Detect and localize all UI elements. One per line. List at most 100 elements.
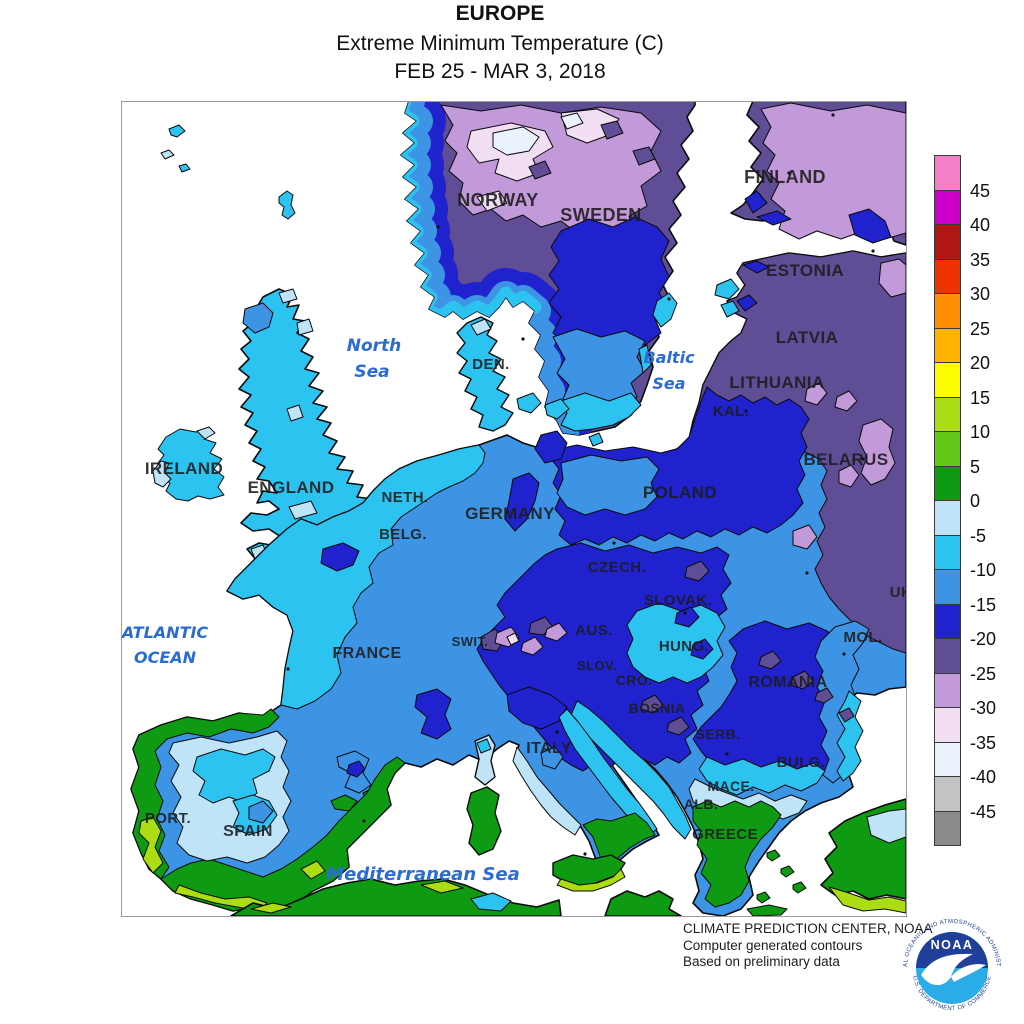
country-labels: NORWAY SWEDEN FINLAND ESTONIA LATVIA LITHUANI… bbox=[145, 167, 906, 843]
map-label-port: PORT. bbox=[145, 810, 191, 827]
map-label-poland: POLAND bbox=[643, 483, 717, 502]
legend-swatch bbox=[934, 603, 961, 639]
legend-tick-label: 35 bbox=[970, 249, 991, 270]
map-label-germany: GERMANY bbox=[465, 504, 555, 523]
legend-tick-label: -35 bbox=[970, 732, 997, 753]
map-label-italy: ITALY bbox=[526, 740, 572, 757]
page-subtitle: Extreme Minimum Temperature (C) bbox=[336, 32, 664, 55]
map-label-lithuania: LITHUANIA bbox=[729, 373, 824, 392]
credits-line-3: Based on preliminary data bbox=[683, 954, 840, 969]
legend-tick-label: 0 bbox=[970, 491, 981, 511]
land-shapes bbox=[130, 102, 906, 916]
legend-tick-label: 40 bbox=[970, 215, 991, 235]
map-label-mol: MOL. bbox=[843, 629, 882, 646]
noaa-logo: NOAA NATIONAL OCEANIC AND ATMOSPHERIC AD… bbox=[890, 909, 1011, 1024]
map-label-serb: SERB. bbox=[696, 726, 741, 742]
map-label-sweden: SWEDEN bbox=[560, 205, 641, 225]
noaa-wordmark: NOAA bbox=[931, 938, 974, 952]
legend-swatch bbox=[934, 431, 961, 467]
legend-swatch bbox=[934, 707, 961, 743]
map-label-norway: NORWAY bbox=[457, 190, 538, 210]
legend-swatch bbox=[934, 569, 961, 605]
legend-swatch bbox=[934, 672, 961, 708]
noaa-bird-wing-icon bbox=[951, 964, 986, 982]
sea-label-atlantic: ATLANTIC bbox=[122, 623, 208, 642]
legend-swatch bbox=[934, 396, 961, 432]
legend-swatch bbox=[934, 776, 961, 812]
sea-label-mediterranean-sea: Mediterranean Sea bbox=[326, 864, 519, 885]
sea-label-sea: Sea bbox=[652, 374, 685, 393]
map-label-cro: CRO. bbox=[616, 672, 653, 688]
legend-tick-label: -40 bbox=[970, 767, 997, 787]
credits-block: CLIMATE PREDICTION CENTER, NOAA Computer… bbox=[683, 921, 933, 971]
map-label-bulg: BULG. bbox=[777, 754, 826, 771]
legend-tick-label: -25 bbox=[970, 663, 997, 684]
map-label-aus: AUS. bbox=[575, 622, 612, 639]
noaa-circle-top bbox=[916, 932, 988, 968]
legend-swatch bbox=[934, 465, 961, 501]
legend-swatch bbox=[934, 258, 961, 294]
page-title: EUROPE bbox=[455, 2, 545, 25]
sea-labels: North Sea Baltic Sea ATLANTIC OCEAN Mediterran… bbox=[122, 336, 695, 885]
map-label-mace: MACE. bbox=[707, 778, 754, 794]
map-label-alb: ALB. bbox=[684, 796, 718, 812]
legend-tick-label: -45 bbox=[970, 801, 997, 822]
legend-tick-label: -15 bbox=[970, 594, 997, 615]
legend-swatch bbox=[934, 500, 961, 536]
legend-tick-label: -20 bbox=[970, 629, 997, 649]
map-label-uk: UK bbox=[890, 584, 906, 601]
legend-tick-label: 25 bbox=[970, 318, 991, 339]
map-label-czech: CZECH. bbox=[588, 559, 646, 576]
noaa-bird-icon bbox=[921, 953, 973, 986]
legend-swatch bbox=[934, 224, 961, 260]
map-label-finland: FINLAND bbox=[744, 167, 826, 187]
legend-tick-label: -30 bbox=[970, 698, 997, 718]
legend-swatch bbox=[934, 741, 961, 777]
legend-swatch bbox=[934, 810, 961, 846]
legend-tick-label: 15 bbox=[970, 387, 991, 408]
legend-swatch bbox=[934, 638, 961, 674]
legend-tick-label: -5 bbox=[970, 525, 987, 546]
sea-label-ocean: OCEAN bbox=[134, 648, 197, 667]
map-label-ireland: IRELAND bbox=[145, 459, 223, 478]
credits-line-2: Computer generated contours bbox=[683, 937, 863, 953]
map-label-france: FRANCE bbox=[332, 645, 401, 662]
map-label-slov: SLOV. bbox=[577, 658, 617, 673]
map-label-kal: KAL. bbox=[713, 403, 750, 420]
europe-map-frame: North Sea Baltic Sea ATLANTIC OCEAN Mediterran… bbox=[121, 101, 907, 917]
legend-tick-label: 30 bbox=[970, 284, 991, 304]
city-dots bbox=[286, 113, 875, 856]
map-label-bosnia: BOSNIA bbox=[629, 700, 686, 716]
legend-swatch bbox=[934, 534, 961, 570]
legend-swatch bbox=[934, 155, 961, 191]
legend-swatch bbox=[934, 189, 961, 225]
legend-swatch bbox=[934, 293, 961, 329]
map-label-belg: BELG. bbox=[379, 526, 427, 543]
temperature-legend: 45 40 35 30 25 20 15 10 5 0 -5 -10 -15 -20 -25 -30 -35 -4… bbox=[934, 155, 1024, 846]
map-label-england: ENGLAND bbox=[248, 478, 335, 497]
map-label-latvia: LATVIA bbox=[776, 328, 839, 347]
legend-tick-label: 10 bbox=[970, 422, 991, 442]
map-label-belarus: BELARUS bbox=[804, 450, 889, 469]
sea-label-north: North bbox=[347, 336, 402, 356]
map-label-estonia: ESTONIA bbox=[766, 261, 844, 280]
map-label-den: DEN. bbox=[472, 356, 509, 373]
map-label-slovak: SLOVAK. bbox=[644, 592, 712, 609]
map-label-greece: GREECE bbox=[692, 826, 758, 843]
legend-swatch bbox=[934, 362, 961, 398]
europe-temperature-map: North Sea Baltic Sea ATLANTIC OCEAN Mediterran… bbox=[122, 102, 906, 916]
sea-label-sea: Sea bbox=[354, 362, 389, 382]
map-title-block: EUROPE Extreme Minimum Temperature (C) F… bbox=[0, 0, 1000, 88]
map-label-neth: NETH. bbox=[382, 489, 429, 506]
credits-line-1: CLIMATE PREDICTION CENTER, NOAA bbox=[683, 921, 933, 936]
legend-tick-label: -10 bbox=[970, 560, 997, 580]
legend-tick-label: 45 bbox=[970, 180, 991, 201]
map-label-spain: SPAIN bbox=[223, 823, 273, 840]
map-label-swit: SWIT. bbox=[452, 634, 489, 649]
map-label-romania: ROMANIA bbox=[748, 674, 827, 691]
map-label-hung: HUNG. bbox=[659, 638, 709, 655]
legend-tick-label: 20 bbox=[970, 353, 991, 373]
legend-tick-label: 5 bbox=[970, 456, 981, 477]
date-range: FEB 25 - MAR 3, 2018 bbox=[394, 60, 606, 83]
